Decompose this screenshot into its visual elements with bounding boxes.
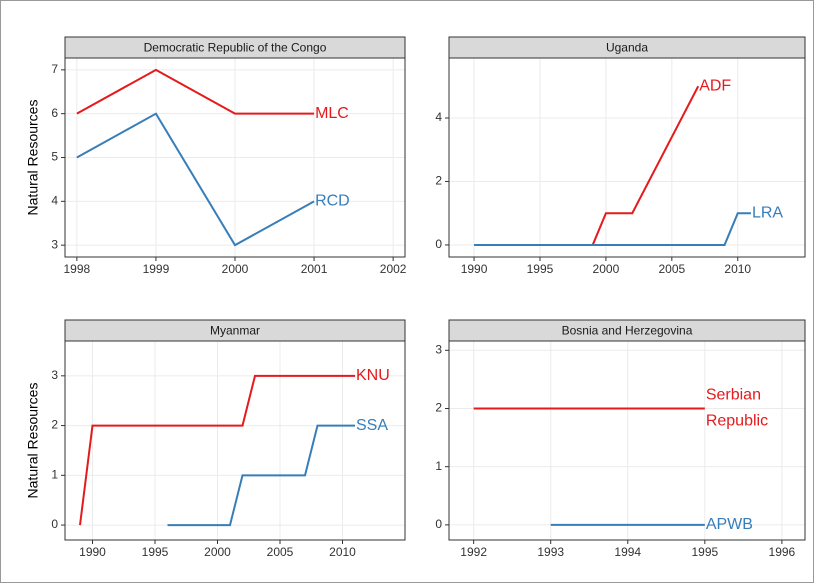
series-label: MLC xyxy=(315,105,349,122)
series-label: KNU xyxy=(356,367,390,384)
y-tick-label: 3 xyxy=(51,368,58,382)
x-tick-label: 2000 xyxy=(593,262,620,276)
x-tick-label: 1999 xyxy=(143,262,170,276)
x-tick-label: 2000 xyxy=(222,262,249,276)
x-tick-label: 1992 xyxy=(460,545,487,559)
series-line xyxy=(474,212,751,246)
panel-title: Myanmar xyxy=(210,324,260,338)
series-label: SSA xyxy=(356,417,388,434)
x-tick-label: 1994 xyxy=(614,545,641,559)
series-line xyxy=(591,85,700,246)
panel-title: Democratic Republic of the Congo xyxy=(144,41,327,55)
x-tick-label: 1995 xyxy=(691,545,718,559)
y-tick-label: 6 xyxy=(51,106,58,120)
y-tick-label: 4 xyxy=(51,194,58,208)
panel-title: Uganda xyxy=(606,41,648,55)
y-tick-label: 2 xyxy=(435,401,442,415)
panel-border xyxy=(448,57,806,258)
x-tick-label: 2005 xyxy=(267,545,294,559)
panel-border xyxy=(448,340,806,541)
x-tick-label: 2001 xyxy=(301,262,328,276)
panel xyxy=(449,341,805,540)
y-tick-label: 7 xyxy=(51,62,58,76)
panel-title: Bosnia and Herzegovina xyxy=(562,324,693,338)
y-tick-label: 0 xyxy=(435,517,442,531)
y-axis-label: Natural Resources xyxy=(25,100,41,216)
x-tick-label: 1990 xyxy=(461,262,488,276)
y-tick-label: 1 xyxy=(435,459,442,473)
series-line xyxy=(79,374,355,526)
y-tick-label: 0 xyxy=(51,517,58,531)
panel-border xyxy=(64,340,406,541)
x-tick-label: 1995 xyxy=(527,262,554,276)
series-label: LRA xyxy=(752,204,783,221)
series-label: RCD xyxy=(315,193,350,210)
x-tick-label: 2000 xyxy=(204,545,231,559)
x-tick-label: 2002 xyxy=(380,262,407,276)
series-label: ADF xyxy=(699,77,731,94)
panel xyxy=(449,58,805,257)
series-label: Serbian Republic xyxy=(706,387,768,430)
y-tick-label: 4 xyxy=(435,110,442,124)
x-tick-label: 1996 xyxy=(769,545,796,559)
x-tick-label: 1998 xyxy=(64,262,91,276)
y-tick-label: 5 xyxy=(51,150,58,164)
y-tick-label: 2 xyxy=(435,174,442,188)
x-tick-label: 1993 xyxy=(537,545,564,559)
y-tick-label: 3 xyxy=(51,237,58,251)
y-axis-label: Natural Resources xyxy=(25,383,41,499)
y-tick-label: 2 xyxy=(51,418,58,432)
x-tick-label: 2010 xyxy=(329,545,356,559)
series-line xyxy=(167,424,355,527)
y-tick-label: 3 xyxy=(435,342,442,356)
x-tick-label: 1995 xyxy=(142,545,169,559)
y-tick-label: 0 xyxy=(435,237,442,251)
x-tick-label: 2005 xyxy=(658,262,685,276)
series-label: APWB xyxy=(706,516,753,533)
x-tick-label: 1990 xyxy=(79,545,106,559)
series-line xyxy=(76,112,315,247)
panel-border xyxy=(64,57,406,258)
y-tick-label: 1 xyxy=(51,467,58,481)
series-line xyxy=(76,68,315,115)
panel xyxy=(65,341,405,540)
x-tick-label: 2010 xyxy=(724,262,751,276)
